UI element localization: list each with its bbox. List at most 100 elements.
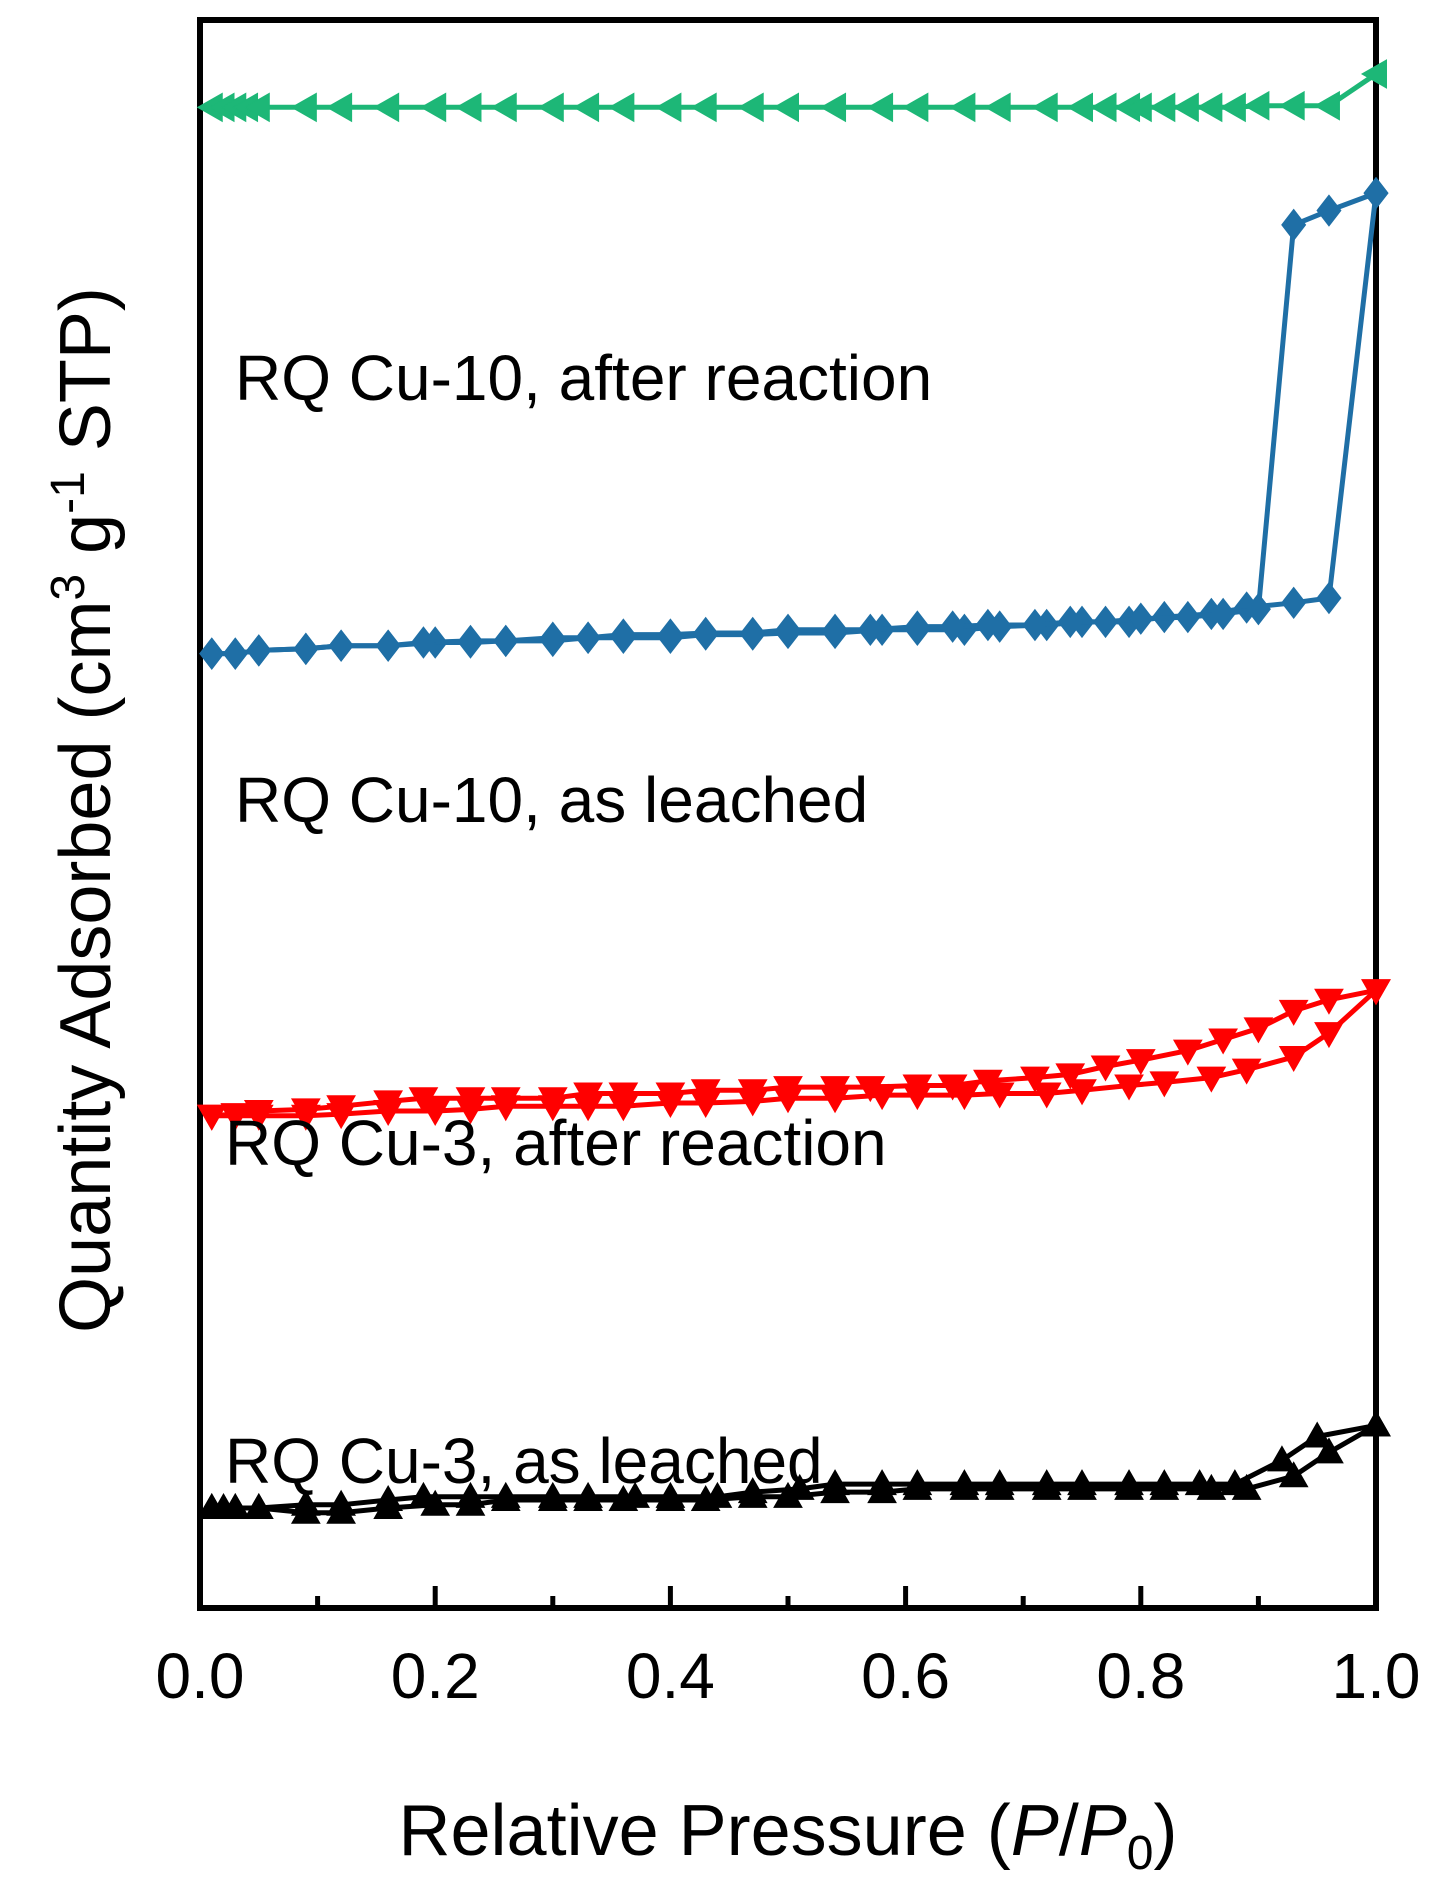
data-point bbox=[455, 1087, 486, 1114]
data-point bbox=[975, 608, 1001, 642]
data-point bbox=[1313, 90, 1340, 121]
data-point bbox=[246, 634, 272, 667]
data-point bbox=[657, 618, 683, 651]
series-2 bbox=[196, 979, 1391, 1131]
series-label-cu3-after: RQ Cu-3, after reaction bbox=[225, 1107, 887, 1179]
data-point bbox=[608, 1082, 639, 1109]
x-tick-label: 0.2 bbox=[391, 1640, 480, 1712]
data-point bbox=[455, 1481, 486, 1508]
data-point bbox=[1302, 1421, 1333, 1448]
series-line-desorption bbox=[211, 190, 1377, 657]
data-point bbox=[490, 1087, 521, 1114]
data-point bbox=[1245, 592, 1271, 626]
data-point bbox=[1022, 608, 1048, 642]
data-point bbox=[984, 92, 1011, 123]
data-point bbox=[573, 92, 600, 123]
data-point bbox=[573, 1481, 603, 1508]
data-point bbox=[1220, 1469, 1250, 1496]
data-point bbox=[1172, 92, 1199, 123]
data-point bbox=[775, 613, 801, 647]
data-point bbox=[772, 92, 799, 123]
data-point bbox=[1090, 1055, 1121, 1082]
data-point bbox=[902, 92, 929, 123]
data-point bbox=[1231, 1058, 1262, 1085]
data-point bbox=[540, 621, 566, 654]
x-axis-ticks bbox=[197, 1586, 1379, 1608]
data-point bbox=[1055, 1063, 1086, 1090]
data-point bbox=[620, 1481, 650, 1508]
data-point bbox=[420, 92, 447, 123]
data-point bbox=[573, 1082, 603, 1109]
data-point bbox=[1067, 1469, 1097, 1496]
data-point bbox=[1149, 1469, 1180, 1496]
data-point bbox=[949, 1469, 980, 1496]
data-point bbox=[196, 1492, 227, 1519]
data-point bbox=[1066, 92, 1093, 123]
data-point bbox=[575, 621, 601, 654]
data-point bbox=[1031, 92, 1058, 123]
data-point bbox=[1316, 581, 1342, 615]
x-axis-title: Relative Pressure (P/P0) bbox=[399, 1791, 1178, 1880]
data-point bbox=[290, 92, 317, 123]
data-point bbox=[737, 1477, 768, 1504]
data-point bbox=[690, 92, 717, 123]
data-point bbox=[455, 92, 482, 123]
data-point bbox=[1243, 90, 1270, 121]
data-point bbox=[408, 1087, 439, 1114]
data-point bbox=[949, 92, 976, 123]
data-point bbox=[493, 624, 519, 658]
data-point bbox=[1125, 1049, 1156, 1076]
data-point bbox=[199, 637, 225, 670]
data-point bbox=[1316, 194, 1342, 227]
data-point bbox=[1361, 1410, 1391, 1437]
data-point bbox=[902, 1074, 933, 1101]
data-point bbox=[293, 632, 319, 666]
data-point bbox=[1278, 1461, 1309, 1488]
data-point bbox=[1243, 1017, 1274, 1044]
data-point bbox=[1314, 988, 1344, 1015]
data-point bbox=[773, 1076, 803, 1103]
data-point bbox=[1278, 90, 1305, 121]
data-point bbox=[326, 1095, 356, 1122]
data-point bbox=[693, 616, 719, 650]
series-3 bbox=[199, 176, 1389, 670]
data-point bbox=[328, 629, 354, 662]
data-point bbox=[1184, 1469, 1215, 1496]
data-point bbox=[1031, 1469, 1062, 1496]
data-point bbox=[1114, 1074, 1144, 1101]
data-point bbox=[1278, 999, 1309, 1026]
data-point bbox=[373, 92, 400, 123]
data-point bbox=[1031, 1082, 1062, 1109]
data-point bbox=[537, 92, 564, 123]
data-point bbox=[784, 1473, 815, 1500]
data-point bbox=[410, 626, 436, 659]
data-point bbox=[1278, 1045, 1309, 1072]
data-point bbox=[1020, 1066, 1050, 1093]
data-point bbox=[373, 1485, 404, 1512]
x-tick-label: 0.0 bbox=[156, 1640, 245, 1712]
data-point bbox=[243, 1099, 274, 1126]
data-point bbox=[1314, 1437, 1344, 1464]
data-point bbox=[222, 637, 248, 670]
data-point bbox=[702, 1481, 733, 1508]
series-4 bbox=[196, 59, 1387, 123]
data-point bbox=[1149, 1071, 1180, 1098]
data-point bbox=[737, 92, 764, 123]
data-point bbox=[1175, 600, 1201, 634]
data-point bbox=[1196, 1066, 1227, 1093]
data-point bbox=[867, 92, 894, 123]
series-line-adsorption bbox=[211, 192, 1379, 657]
data-point bbox=[855, 1076, 886, 1103]
data-point bbox=[196, 1104, 227, 1131]
data-point bbox=[740, 616, 766, 650]
data-point bbox=[1172, 1039, 1203, 1066]
data-point bbox=[1281, 586, 1307, 620]
data-point bbox=[737, 1079, 768, 1106]
data-point bbox=[1196, 92, 1223, 123]
series-label-cu3-leached: RQ Cu-3, as leached bbox=[225, 1425, 823, 1497]
data-point bbox=[1281, 208, 1307, 242]
series-layer bbox=[196, 59, 1391, 1524]
data-point bbox=[243, 92, 270, 123]
data-point bbox=[1067, 1079, 1097, 1106]
